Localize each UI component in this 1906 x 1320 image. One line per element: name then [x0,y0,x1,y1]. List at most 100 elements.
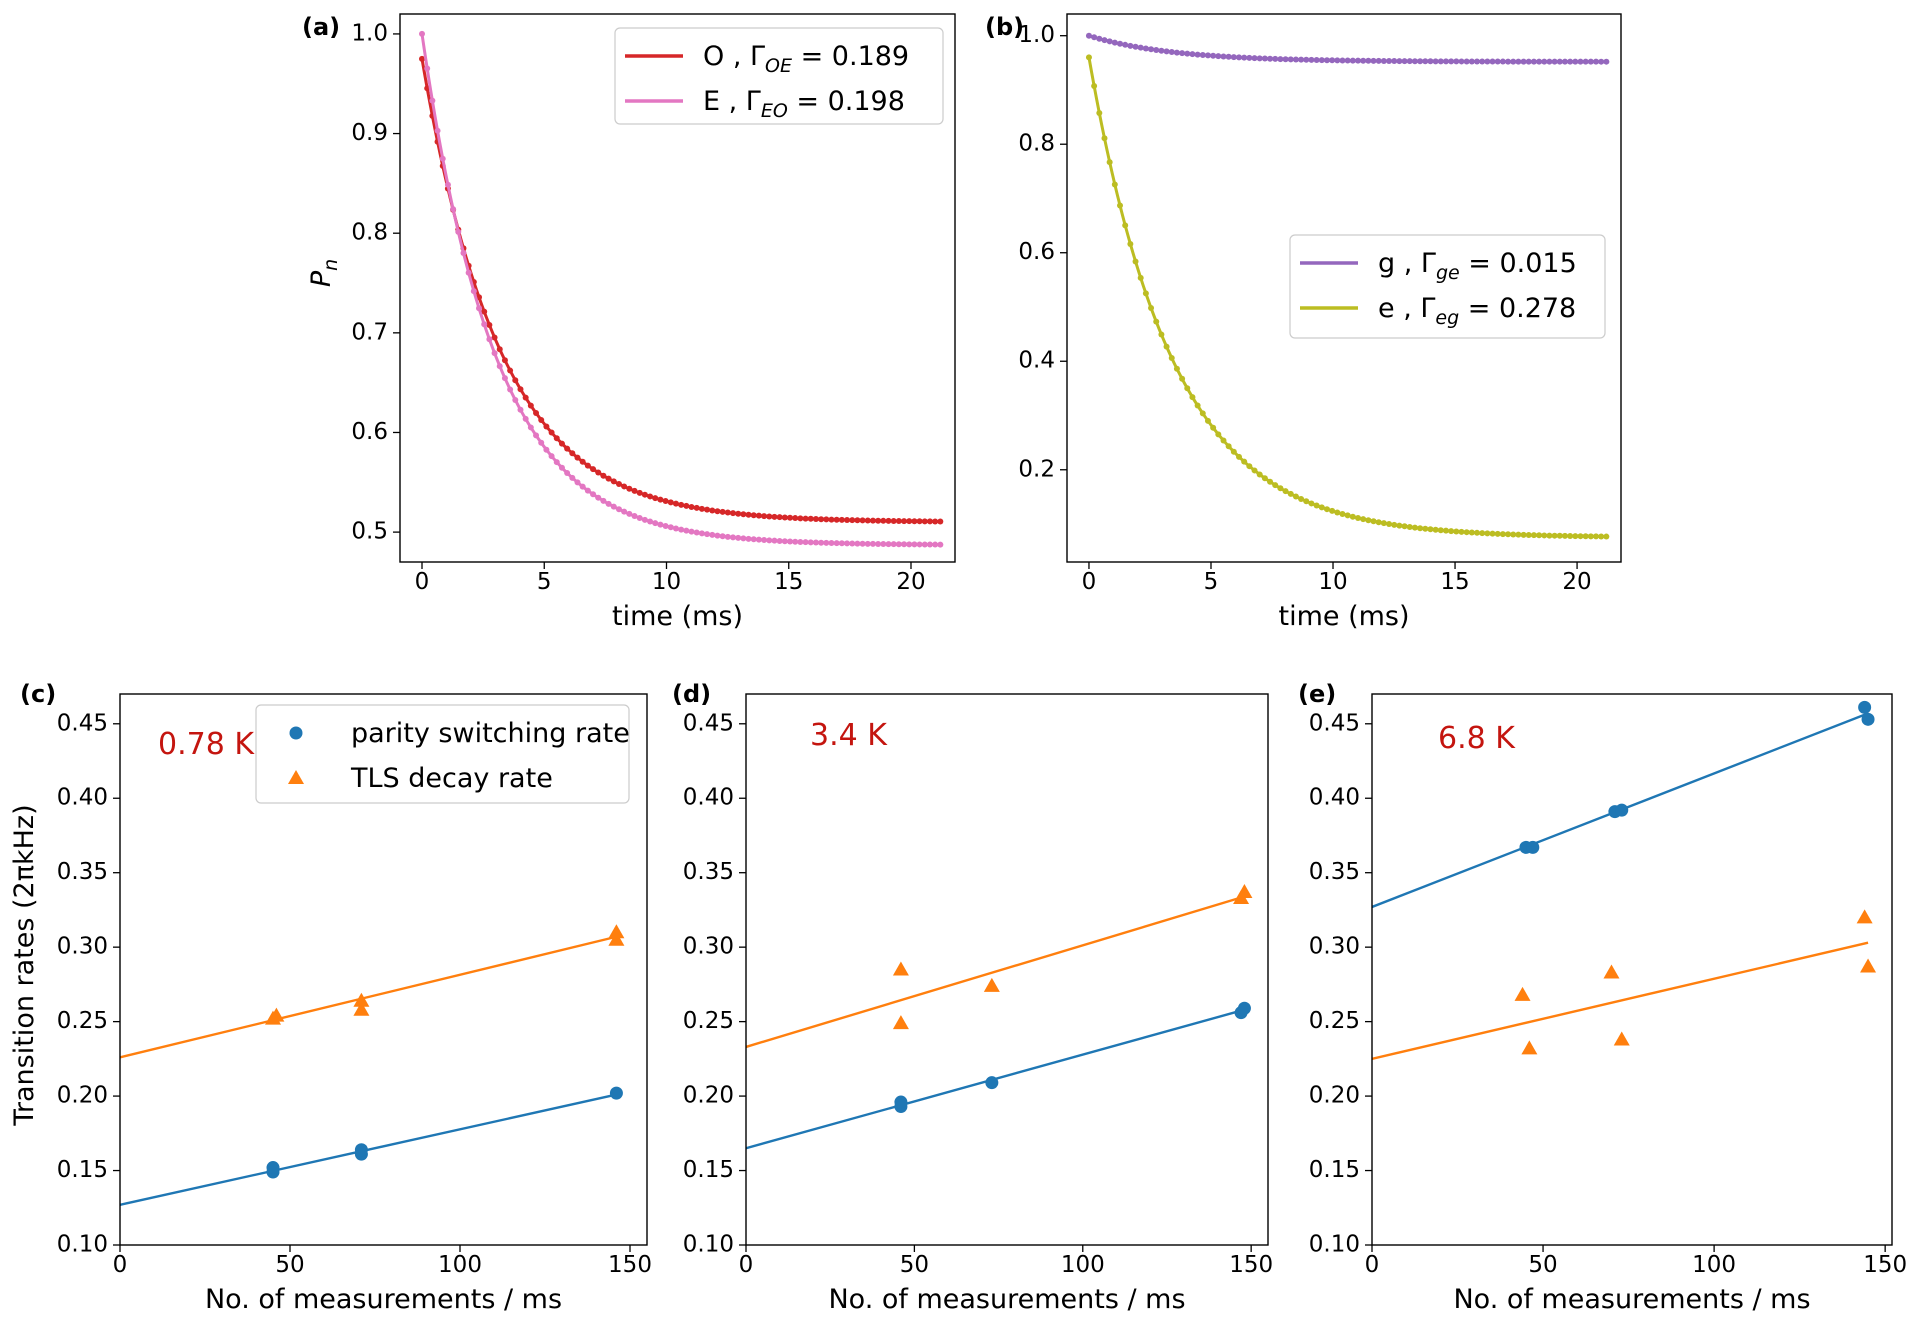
data-point-e [1494,530,1501,537]
data-point-g [1468,58,1475,65]
data-point-g [1603,58,1610,65]
data-point-O [771,513,778,520]
data-point-e [1287,490,1294,497]
data-point-O [698,505,705,512]
data-point-parity [894,1095,908,1109]
data-point-O [833,516,840,523]
data-point-O [657,496,664,503]
data-point-O [574,454,581,461]
data-point-g [1541,58,1548,65]
data-point-g [1111,39,1118,46]
y-tick-label: 0.30 [1309,934,1360,960]
data-point-E [735,534,742,541]
data-point-E [481,321,488,328]
data-point-O [636,489,643,496]
data-point-g [1396,58,1403,65]
data-point-g [1168,49,1175,56]
data-point-e [1142,290,1149,297]
x-tick-label: 0 [1365,1252,1380,1278]
data-point-g [1551,58,1558,65]
data-point-g [1267,55,1274,62]
data-point-O [812,516,819,523]
data-point-tls [353,992,370,1007]
data-point-g [1173,49,1180,56]
data-point-g [1499,58,1506,65]
data-point-tls [892,961,909,976]
legend-entry: e , Γeg = 0.278 [1378,293,1576,329]
data-point-E [636,514,643,521]
data-point-g [1096,35,1103,42]
data-point-e [1282,488,1289,495]
data-point-e [1453,528,1460,535]
data-point-g [1241,54,1248,61]
data-point-O [543,423,550,430]
data-point-E [937,541,944,548]
data-point-O [901,518,908,525]
data-point-g [1277,56,1284,63]
data-point-E [553,459,560,466]
data-point-g [1230,54,1237,61]
data-point-e [1137,274,1144,281]
data-point-e [1272,482,1279,489]
data-point-g [1339,57,1346,64]
data-point-O [693,504,700,511]
plot-area [419,30,944,548]
data-point-e [1530,532,1537,539]
data-point-e [1189,394,1196,401]
legend-entry: TLS decay rate [350,763,553,794]
data-point-E [450,206,457,213]
data-point-e [1204,417,1211,424]
legend-entry: parity switching rate [351,718,630,749]
data-point-e [1582,533,1589,540]
data-point-e [1598,533,1605,540]
data-point-e [1127,240,1134,247]
data-point-e [1106,159,1113,166]
data-point-g [1256,55,1263,62]
data-point-e [1510,531,1517,538]
data-point-O [859,517,866,524]
data-point-e [1251,467,1258,474]
data-point-O [564,445,571,452]
data-point-e [1122,222,1129,229]
data-point-g [1313,57,1320,64]
x-axis-label: No. of measurements / ms [828,1284,1185,1315]
data-point-E [880,541,887,548]
data-point-O [740,511,747,518]
data-point-E [704,531,711,538]
data-point-e [1499,531,1506,538]
data-point-E [693,529,700,536]
data-point-E [419,30,425,37]
data-point-E [517,406,524,413]
data-point-E [709,531,716,538]
data-point-O [522,394,529,401]
data-point-e [1117,202,1124,209]
fit-curve-O [420,58,941,523]
data-point-g [1401,58,1408,65]
data-point-E [470,288,477,295]
fit-line [746,895,1245,1049]
data-point-e [1085,54,1092,61]
data-point-e [1210,424,1217,431]
data-point-E [719,533,726,540]
x-tick-label: 0 [113,1252,128,1278]
data-point-E [890,541,897,548]
data-point-E [838,540,845,547]
y-tick-label: 0.9 [351,120,388,146]
x-tick-label: 50 [900,1252,929,1278]
data-point-E [750,536,757,543]
data-point-E [657,521,664,528]
data-point-tls [608,931,625,946]
data-point-E [626,510,633,517]
data-point-E [828,540,835,547]
data-point-E [823,539,830,546]
data-point-E [527,424,534,431]
data-point-e [1561,532,1568,539]
data-point-e [1603,533,1610,540]
y-tick-label: 0.5 [351,519,388,545]
data-point-g [1561,58,1568,65]
data-point-e [1484,530,1491,537]
data-point-E [911,541,918,548]
data-point-e [1432,526,1439,533]
data-point-E [574,479,581,486]
data-point-E [631,513,638,520]
